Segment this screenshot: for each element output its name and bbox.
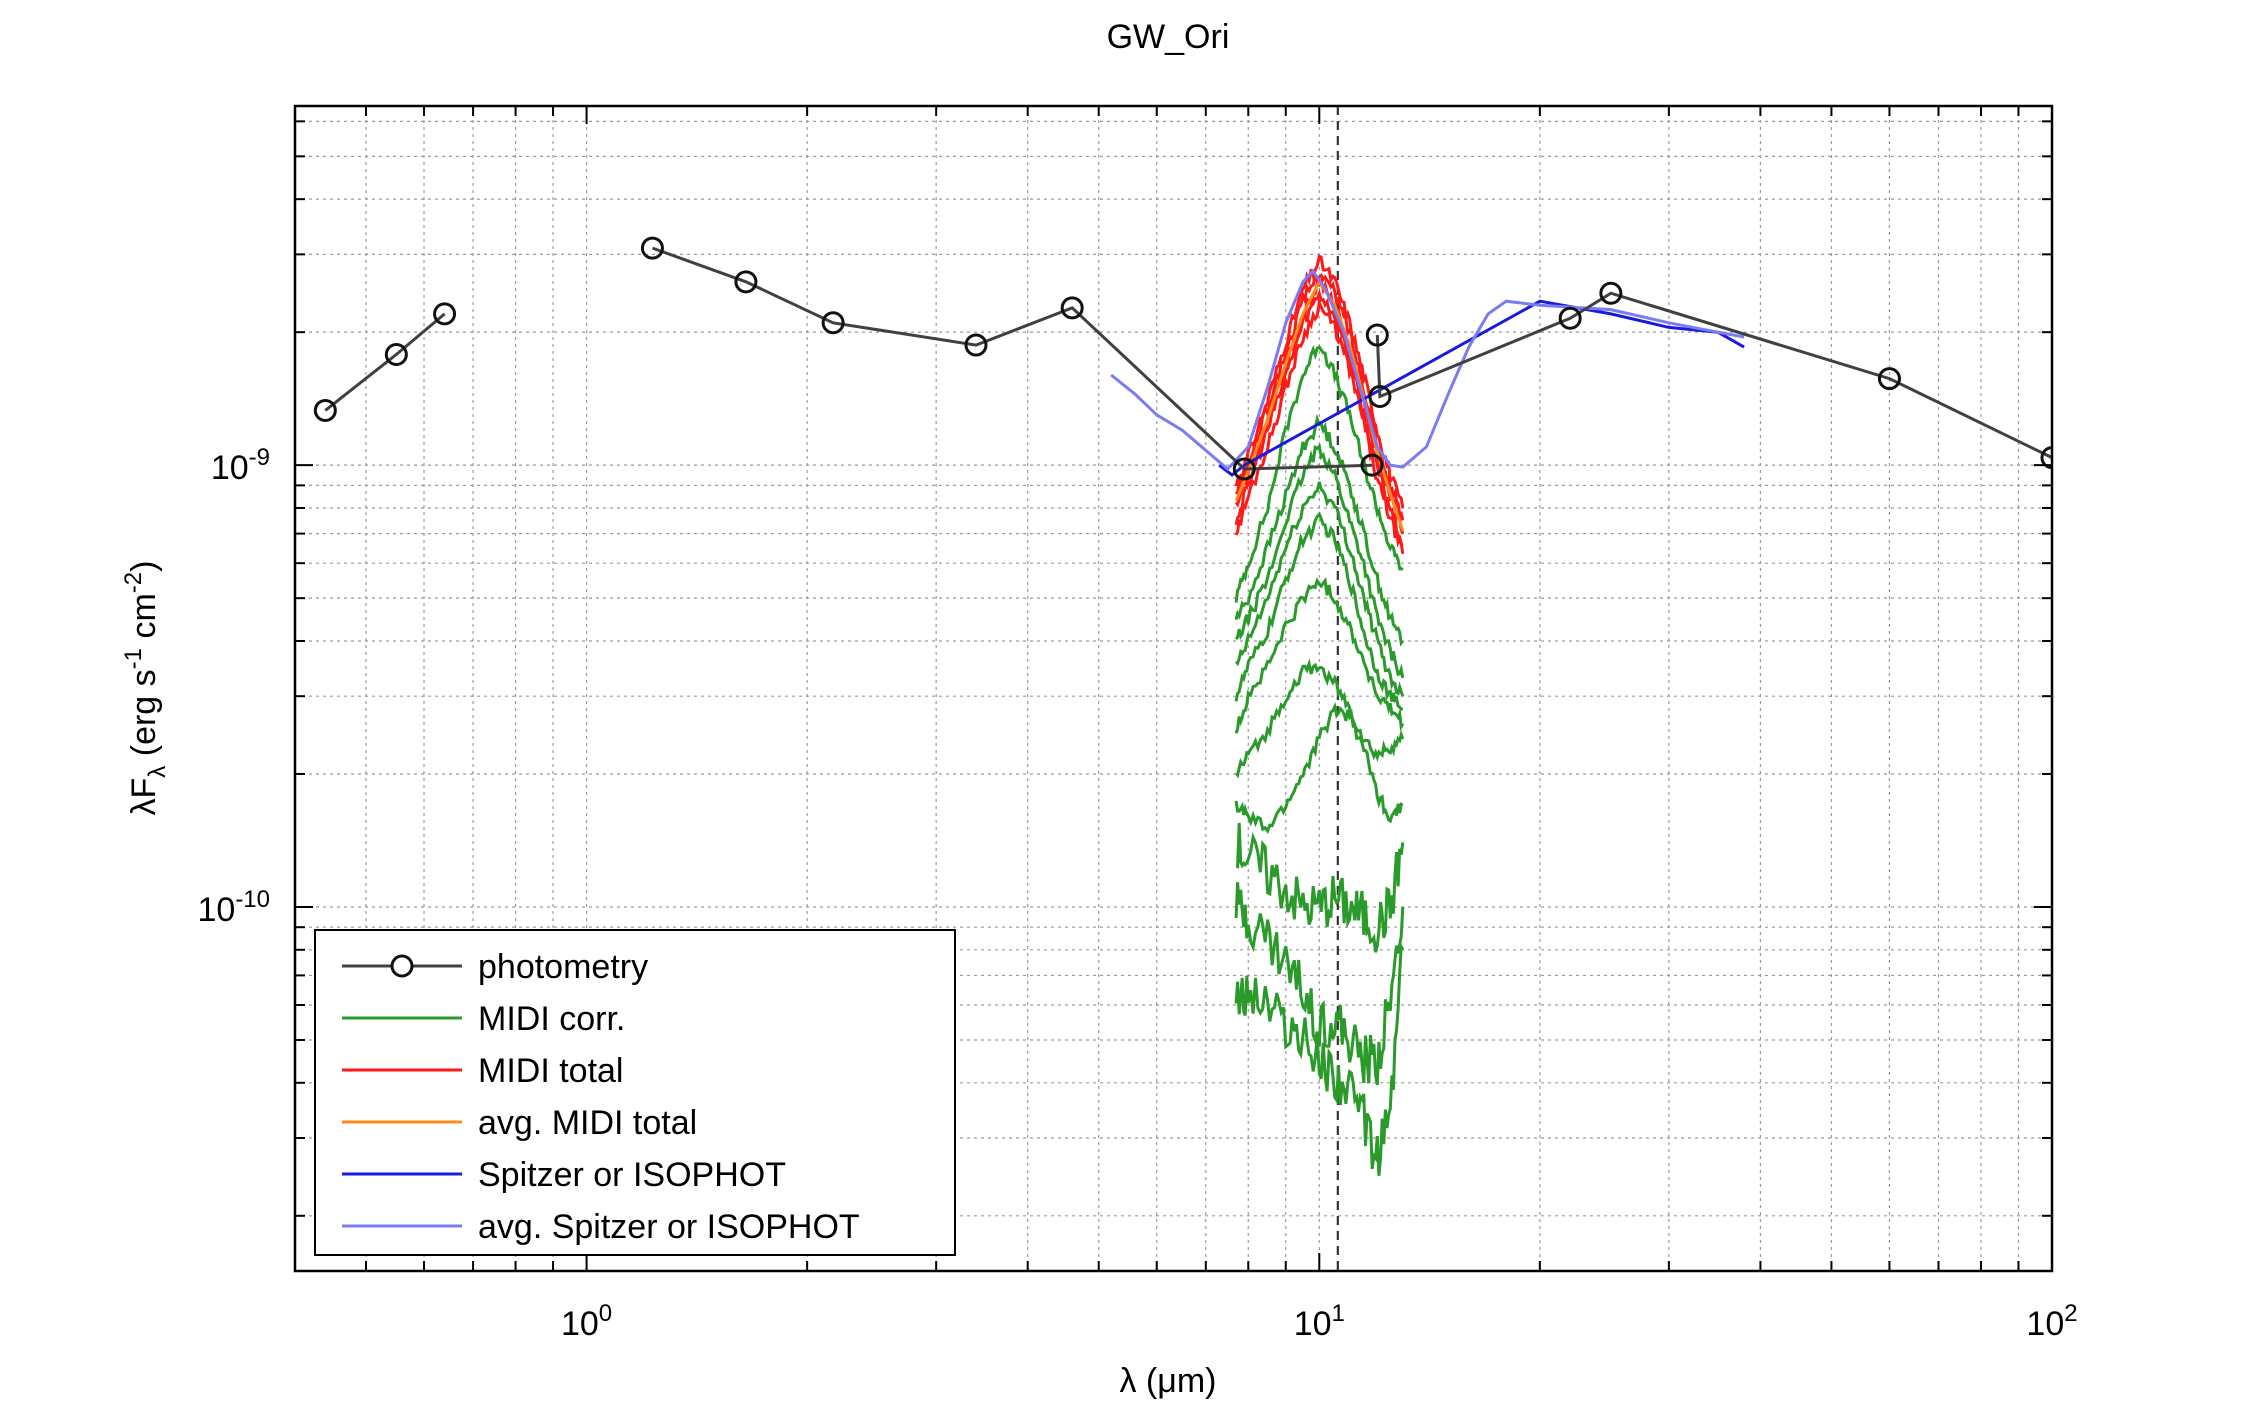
legend-label-spitzer-or-isophot: Spitzer or ISOPHOT bbox=[478, 1156, 786, 1194]
photometry-point bbox=[2040, 446, 2052, 470]
photometry-point bbox=[1365, 323, 1389, 347]
photometry-point bbox=[384, 343, 408, 367]
x-tick-label: 100 bbox=[561, 1300, 612, 1343]
midi-corr-spectrum bbox=[1234, 577, 1405, 734]
midi-corr-spectrum bbox=[1234, 481, 1405, 697]
y-axis-label: λFλ (erg s-1 cm-2) bbox=[120, 561, 171, 816]
photometry-line bbox=[1375, 291, 2052, 459]
series-layer bbox=[313, 236, 2052, 1176]
tick-layer bbox=[294, 106, 2052, 1271]
grid-layer bbox=[294, 106, 2052, 1271]
x-tick-label: 102 bbox=[2026, 1300, 2077, 1343]
legend-label-midi-corr: MIDI corr. bbox=[478, 1000, 625, 1038]
y-tick-label: 10-9 bbox=[211, 444, 270, 487]
photometry-point bbox=[1360, 453, 1384, 477]
chart-title: GW_Ori bbox=[1107, 18, 1230, 56]
midi-corr-spectrum bbox=[1234, 701, 1404, 834]
midi-total-spectrum bbox=[1234, 288, 1404, 547]
legend-label-midi-total: MIDI total bbox=[478, 1052, 623, 1090]
photometry-point bbox=[1599, 281, 1623, 305]
x-tick-label: 101 bbox=[1294, 1300, 1345, 1343]
legend-marker-photometry bbox=[390, 954, 414, 978]
plot-frame bbox=[293, 104, 2054, 1273]
midi-total-spectrum bbox=[1234, 297, 1405, 555]
photometry-point bbox=[433, 302, 457, 326]
photometry-point bbox=[1558, 306, 1582, 330]
photometry-point bbox=[734, 270, 758, 294]
tick-label-layer: 100 101 102 10-10 10-9 bbox=[197, 444, 2077, 1343]
photometry-point bbox=[964, 333, 988, 357]
x-axis-label: λ (μm) bbox=[1119, 1362, 1216, 1400]
avg-spitzer-or-isophot-line bbox=[1110, 268, 1745, 472]
midi-corr-spectrum bbox=[1234, 941, 1405, 1176]
midi-corr-spectrum bbox=[1234, 882, 1405, 1086]
photometry-line bbox=[651, 246, 1373, 471]
midi-corr-spectrum bbox=[1235, 823, 1405, 953]
midi-corr-spectrum bbox=[1234, 511, 1404, 711]
legend-box bbox=[314, 929, 956, 1256]
photometry-point bbox=[313, 398, 337, 422]
photometry-point bbox=[640, 236, 664, 260]
legend-label-avg-spitzer-or-isophot: avg. Spitzer or ISOPHOT bbox=[478, 1208, 860, 1246]
midi-corr-spectrum bbox=[1234, 413, 1404, 647]
photometry-point bbox=[1232, 457, 1256, 481]
photometry-point bbox=[821, 311, 845, 335]
legend: photometry MIDI corr. MIDI total avg. MIDI … bbox=[314, 929, 956, 1256]
photometry-line bbox=[324, 312, 446, 412]
photometry-point bbox=[1877, 367, 1901, 391]
legend-label-photometry: photometry bbox=[478, 948, 648, 986]
legend-label-avg-midi-total: avg. MIDI total bbox=[478, 1104, 697, 1142]
photometry-point bbox=[1368, 385, 1392, 409]
photometry-point bbox=[1060, 296, 1084, 320]
y-tick-label: 10-10 bbox=[197, 886, 270, 929]
midi-corr-spectrum bbox=[1234, 344, 1404, 603]
midi-corr-spectrum bbox=[1234, 658, 1405, 779]
